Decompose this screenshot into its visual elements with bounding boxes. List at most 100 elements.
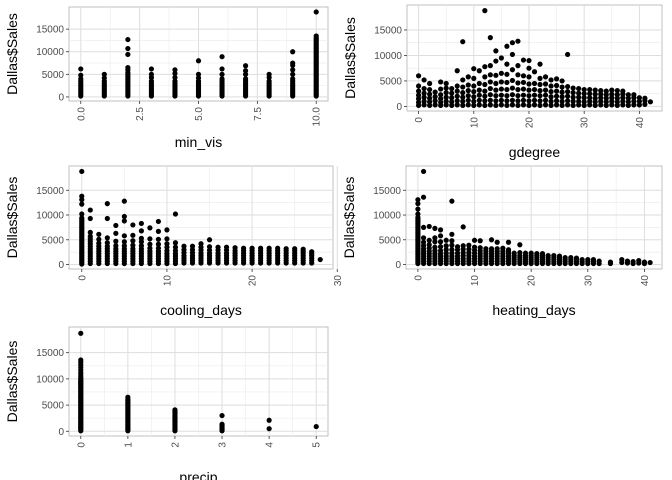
data-point	[498, 92, 504, 98]
y-tick-label: 5000	[42, 235, 65, 246]
data-point	[493, 58, 499, 64]
data-point	[460, 243, 466, 249]
data-point	[427, 102, 433, 108]
data-point	[614, 102, 620, 108]
y-tick-label: 0	[396, 102, 402, 113]
data-point	[249, 245, 255, 251]
data-point	[454, 83, 460, 89]
data-point	[476, 68, 482, 74]
x-tick-label: 10.0	[312, 107, 323, 127]
y-tick-label: 0	[395, 260, 401, 271]
data-point	[620, 102, 626, 108]
data-point	[155, 218, 162, 225]
data-point	[438, 92, 444, 98]
data-point	[504, 102, 510, 108]
data-point	[290, 60, 296, 66]
data-point	[570, 94, 576, 100]
data-point	[515, 72, 521, 78]
data-point	[537, 93, 543, 99]
data-point	[415, 73, 422, 79]
data-point	[155, 245, 162, 251]
scatter-panel-gdegree: 0 10 20 30 40 0 5000 10000 15000 gdegree Dallas$Sa…	[342, 4, 663, 160]
data-point	[426, 223, 432, 230]
data-point	[130, 242, 136, 248]
x-tick-label: 10	[162, 275, 173, 287]
data-point	[520, 86, 527, 92]
data-point	[522, 250, 529, 256]
data-point	[292, 246, 298, 252]
data-point	[592, 95, 598, 101]
x-tick-label: 40	[640, 275, 651, 287]
data-point	[78, 330, 84, 336]
data-point	[482, 88, 488, 94]
x-tick-label: 30	[333, 275, 344, 287]
data-point	[460, 77, 466, 83]
data-point	[553, 88, 560, 94]
data-point	[553, 76, 560, 82]
data-point	[625, 92, 631, 98]
data-point	[125, 64, 131, 71]
data-point	[421, 102, 427, 108]
data-point	[641, 259, 648, 265]
data-point	[78, 76, 84, 82]
data-point	[147, 225, 153, 231]
data-point	[138, 243, 144, 249]
data-point	[449, 247, 455, 253]
data-point	[476, 102, 482, 108]
data-point	[565, 51, 571, 58]
data-point	[556, 253, 563, 259]
data-point	[509, 92, 516, 98]
x-axis-title: gdegree	[509, 144, 561, 160]
data-point	[432, 244, 438, 250]
data-point	[426, 242, 432, 248]
data-point	[443, 80, 449, 87]
data-point	[432, 94, 438, 100]
data-point	[504, 79, 510, 86]
data-point	[78, 66, 84, 72]
data-point	[636, 102, 642, 108]
data-point	[505, 247, 512, 253]
data-point	[181, 243, 187, 249]
data-point	[642, 95, 648, 101]
data-point	[592, 102, 598, 108]
data-point	[460, 39, 466, 45]
data-point	[614, 99, 620, 105]
data-point	[125, 36, 131, 43]
data-point	[283, 246, 289, 252]
data-point	[598, 88, 604, 94]
data-point	[449, 238, 455, 244]
data-point	[471, 244, 478, 250]
data-point	[504, 43, 510, 49]
data-point	[509, 85, 516, 91]
data-point	[542, 102, 549, 108]
x-tick-label: 10	[470, 275, 481, 287]
data-point	[164, 236, 170, 242]
data-point	[443, 247, 449, 253]
data-point	[553, 98, 560, 104]
y-tick-label: 0	[58, 260, 64, 271]
data-point	[493, 87, 499, 93]
data-point	[515, 38, 521, 44]
data-point	[87, 215, 93, 222]
data-point	[438, 86, 444, 92]
data-point	[493, 80, 499, 87]
data-point	[476, 87, 482, 93]
data-point	[460, 84, 466, 90]
data-point	[449, 85, 455, 92]
data-point	[113, 238, 119, 244]
data-point	[78, 357, 84, 363]
data-point	[526, 98, 532, 104]
y-axis-title: Dallas$Sales	[341, 177, 357, 259]
data-point	[531, 69, 538, 75]
data-point	[539, 251, 546, 257]
data-point	[121, 198, 127, 204]
data-point	[219, 76, 225, 82]
data-point	[313, 423, 319, 430]
scatter-panel-cooling-days: 0 10 20 30 0 5000 10000 15000 cooling_days Dallas…	[4, 165, 344, 318]
data-point	[454, 68, 460, 74]
data-point	[570, 102, 576, 108]
data-point	[559, 84, 565, 90]
data-point	[104, 201, 110, 207]
data-point	[443, 94, 449, 100]
y-axis-title: Dallas$Sales	[4, 341, 20, 423]
